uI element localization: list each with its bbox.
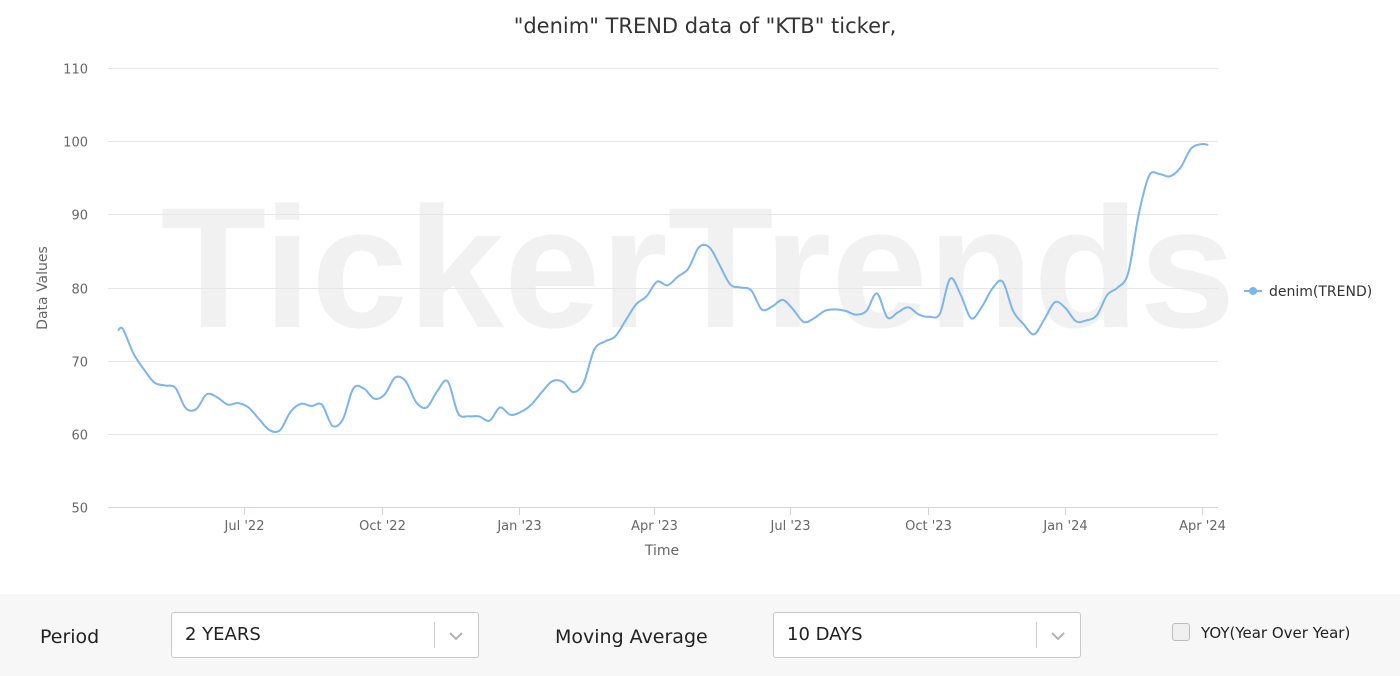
- y-tick-label: 90: [71, 209, 88, 224]
- series-line-denim[interactable]: [117, 142, 1209, 433]
- chart-svg: TickerTrends 50 60 70 80 90 100 110 Jul '22 Oct …: [35, 14, 1372, 559]
- moving-average-select[interactable]: 10 DAYS: [773, 612, 1081, 658]
- y-tick-label: 110: [63, 63, 88, 78]
- chevron-down-icon: [449, 632, 463, 641]
- x-tick-label: Jul '22: [224, 519, 265, 534]
- y-tick-label: 60: [71, 429, 88, 444]
- chart-title: "denim" TREND data of "KTB" ticker,: [514, 14, 897, 38]
- x-tick-label: Apr '23: [631, 519, 678, 534]
- legend-marker-icon: [1249, 287, 1257, 295]
- series-layer: [117, 142, 1209, 433]
- axes: 50 60 70 80 90 100 110 Jul '22 Oct '22 Jan '23 Apr…: [63, 63, 1226, 535]
- moving-average-select-separator: [1036, 622, 1037, 648]
- x-tick-label: Oct '23: [905, 519, 952, 534]
- y-tick-label: 100: [63, 136, 88, 151]
- x-tick-label: Jul '23: [770, 519, 811, 534]
- x-tick-label: Jan '23: [496, 519, 541, 534]
- y-axis-title: Data Values: [35, 246, 51, 330]
- legend-item-denim[interactable]: denim(TREND): [1244, 284, 1372, 300]
- period-select[interactable]: 2 YEARS: [171, 612, 479, 658]
- chevron-down-icon: [1051, 632, 1065, 641]
- watermark-text: TickerTrends: [161, 172, 1236, 364]
- x-tick-label: Apr '24: [1179, 519, 1226, 534]
- moving-average-select-value: 10 DAYS: [787, 624, 863, 645]
- x-axis-title: Time: [644, 543, 679, 559]
- period-select-value: 2 YEARS: [185, 624, 261, 645]
- x-tick-label: Oct '22: [359, 519, 406, 534]
- moving-average-label: Moving Average: [555, 626, 708, 648]
- legend-label: denim(TREND): [1269, 284, 1372, 300]
- period-select-separator: [434, 622, 435, 648]
- yoy-checkbox[interactable]: [1172, 623, 1190, 641]
- yoy-label[interactable]: YOY(Year Over Year): [1201, 624, 1351, 642]
- y-tick-label: 80: [71, 283, 88, 298]
- x-tick-label: Jan '24: [1042, 519, 1087, 534]
- period-label: Period: [40, 626, 100, 648]
- y-tick-label: 50: [71, 502, 88, 517]
- controls-bar: Period 2 YEARS Moving Average 10 DAYS: [0, 594, 1400, 676]
- chart-container: TickerTrends 50 60 70 80 90 100 110 Jul '22 Oct …: [35, 14, 1373, 559]
- grid-lines: [108, 68, 1218, 435]
- y-tick-label: 70: [71, 356, 88, 371]
